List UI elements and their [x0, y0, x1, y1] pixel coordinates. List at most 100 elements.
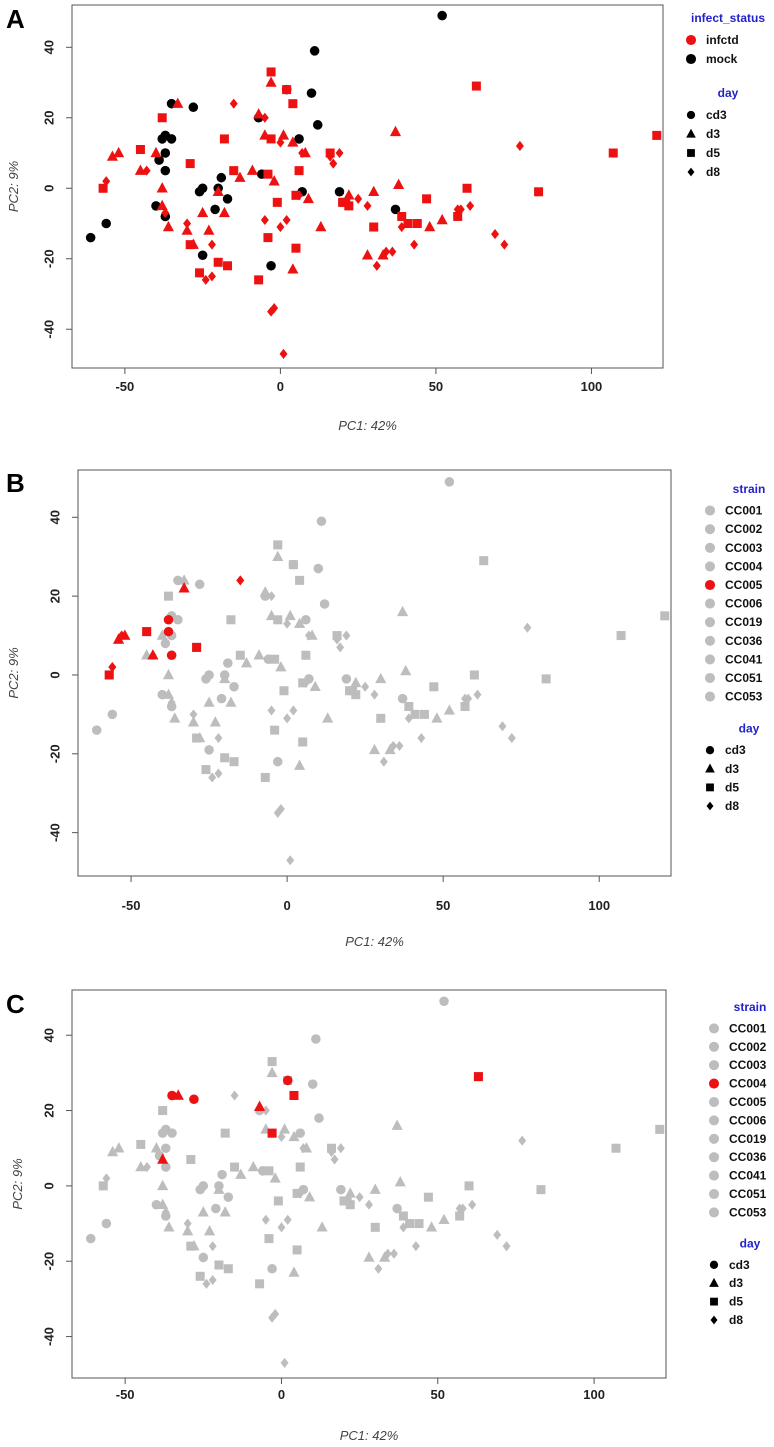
- point-background-square: [423, 1192, 433, 1202]
- point-infctd-square: [195, 268, 205, 278]
- point-mock-circle: [188, 102, 199, 112]
- point-background-square: [469, 670, 479, 680]
- point-background-square: [264, 1234, 274, 1244]
- point-background-diamond: [464, 693, 473, 704]
- point-background-square: [455, 1211, 465, 1221]
- point-background-square: [292, 1245, 302, 1255]
- legend-triangle-icon: [709, 1277, 719, 1287]
- point-background-diamond: [417, 733, 426, 744]
- x-tick-label: 100: [588, 898, 610, 913]
- point-background-diamond: [280, 1357, 289, 1368]
- point-infctd-triangle: [246, 164, 258, 175]
- point-background-square: [267, 1057, 277, 1067]
- legend-item-label: d5: [729, 1295, 743, 1309]
- point-background-circle: [319, 599, 330, 609]
- panel-b: B -50 0 50 100 -40 -20 0 20 40 PC1: 42% PC2: 9% stra…: [6, 468, 765, 949]
- legend-circle-icon: [708, 1133, 720, 1144]
- point-background-triangle: [309, 680, 321, 692]
- point-cc005-circle: [163, 626, 174, 637]
- legend-item-label: d8: [729, 1313, 743, 1327]
- point-background-square: [264, 1166, 274, 1176]
- y-tick-label: -20: [41, 1252, 56, 1271]
- point-background-triangle: [279, 1123, 291, 1134]
- legend-title: day: [739, 722, 760, 736]
- point-background-triangle: [253, 649, 265, 660]
- legend-strain: strain CC001 CC002 CC003 CC004 CC005 CC006 CC01…: [704, 482, 766, 704]
- point-background-circle: [301, 615, 311, 625]
- data-points: [91, 477, 670, 866]
- point-infctd-diamond: [326, 151, 335, 162]
- point-infctd-triangle: [315, 220, 327, 232]
- point-background-triangle: [288, 1130, 300, 1142]
- point-background-triangle: [197, 1206, 209, 1217]
- legend-circle-icon: [686, 110, 696, 120]
- legend-item-label: CC053: [725, 690, 763, 704]
- x-axis-title: PC1: 42%: [340, 1428, 399, 1443]
- point-background-triangle: [162, 688, 175, 699]
- point-background-triangle: [187, 716, 200, 727]
- point-background-diamond: [273, 807, 282, 818]
- point-background-triangle: [316, 1221, 328, 1232]
- point-background-square: [295, 575, 305, 585]
- x-axis-title: PC1: 42%: [338, 418, 397, 433]
- legend-title: strain: [733, 482, 766, 496]
- point-background-triangle: [397, 605, 409, 617]
- legend-diamond-icon: [710, 1315, 718, 1325]
- point-mock-circle: [222, 194, 233, 204]
- point-background-square: [611, 1143, 621, 1153]
- point-mock-circle: [101, 218, 111, 229]
- point-background-triangle: [438, 1213, 450, 1225]
- point-background-diamond: [498, 721, 507, 732]
- legend-title: strain: [734, 1000, 767, 1014]
- x-tick-label: 0: [283, 898, 290, 913]
- point-infctd-square: [135, 144, 145, 155]
- point-mock-circle: [160, 165, 171, 176]
- point-background-diamond: [304, 630, 313, 641]
- point-infctd-triangle: [424, 220, 436, 232]
- point-background-square: [255, 1279, 265, 1289]
- legend-circle-icon: [704, 672, 716, 684]
- point-background-circle: [167, 1128, 177, 1138]
- point-infctd-diamond: [276, 221, 285, 233]
- point-background-diamond: [214, 733, 223, 744]
- point-infctd-square: [471, 81, 481, 91]
- point-background-square: [273, 615, 283, 625]
- point-cc004-circle: [189, 1094, 199, 1105]
- point-mock-circle: [210, 204, 220, 215]
- legend-item-label: CC051: [725, 671, 763, 685]
- point-background-diamond: [230, 1090, 239, 1101]
- point-background-square: [370, 1222, 380, 1232]
- legend-square-icon: [710, 1297, 718, 1306]
- x-tick-label: 50: [436, 898, 450, 913]
- point-cc005-diamond: [108, 662, 117, 673]
- point-background-square: [220, 753, 230, 763]
- point-background-diamond: [183, 1218, 192, 1229]
- point-background-triangle: [369, 1183, 381, 1194]
- point-background-square: [98, 1181, 108, 1191]
- point-background-diamond: [389, 740, 398, 751]
- legend-item-label: CC041: [725, 652, 763, 666]
- x-tick-label: 50: [431, 1387, 445, 1402]
- legend-circle-icon: [704, 524, 716, 535]
- point-background-circle: [223, 1192, 234, 1202]
- panel-letter: C: [6, 989, 25, 1019]
- point-cc004-triangle: [157, 1153, 169, 1164]
- data-points: [85, 996, 665, 1368]
- point-background-triangle: [266, 1066, 278, 1078]
- point-infctd-square: [266, 67, 276, 77]
- point-background-circle: [194, 579, 205, 590]
- point-background-square: [295, 1162, 305, 1172]
- point-background-diamond: [277, 1131, 286, 1142]
- point-background-circle: [195, 1184, 205, 1195]
- point-background-diamond: [283, 1214, 292, 1225]
- point-background-diamond: [283, 713, 292, 724]
- legend-item-label: CC053: [729, 1205, 767, 1219]
- point-background-triangle: [394, 1176, 406, 1187]
- point-background-diamond: [365, 1199, 373, 1210]
- point-mock-circle: [437, 10, 447, 21]
- point-background-square: [414, 1219, 424, 1229]
- point-infctd-square: [263, 169, 273, 179]
- point-infctd-diamond: [183, 218, 192, 229]
- point-background-triangle: [188, 1240, 200, 1251]
- point-background-square: [158, 1106, 168, 1116]
